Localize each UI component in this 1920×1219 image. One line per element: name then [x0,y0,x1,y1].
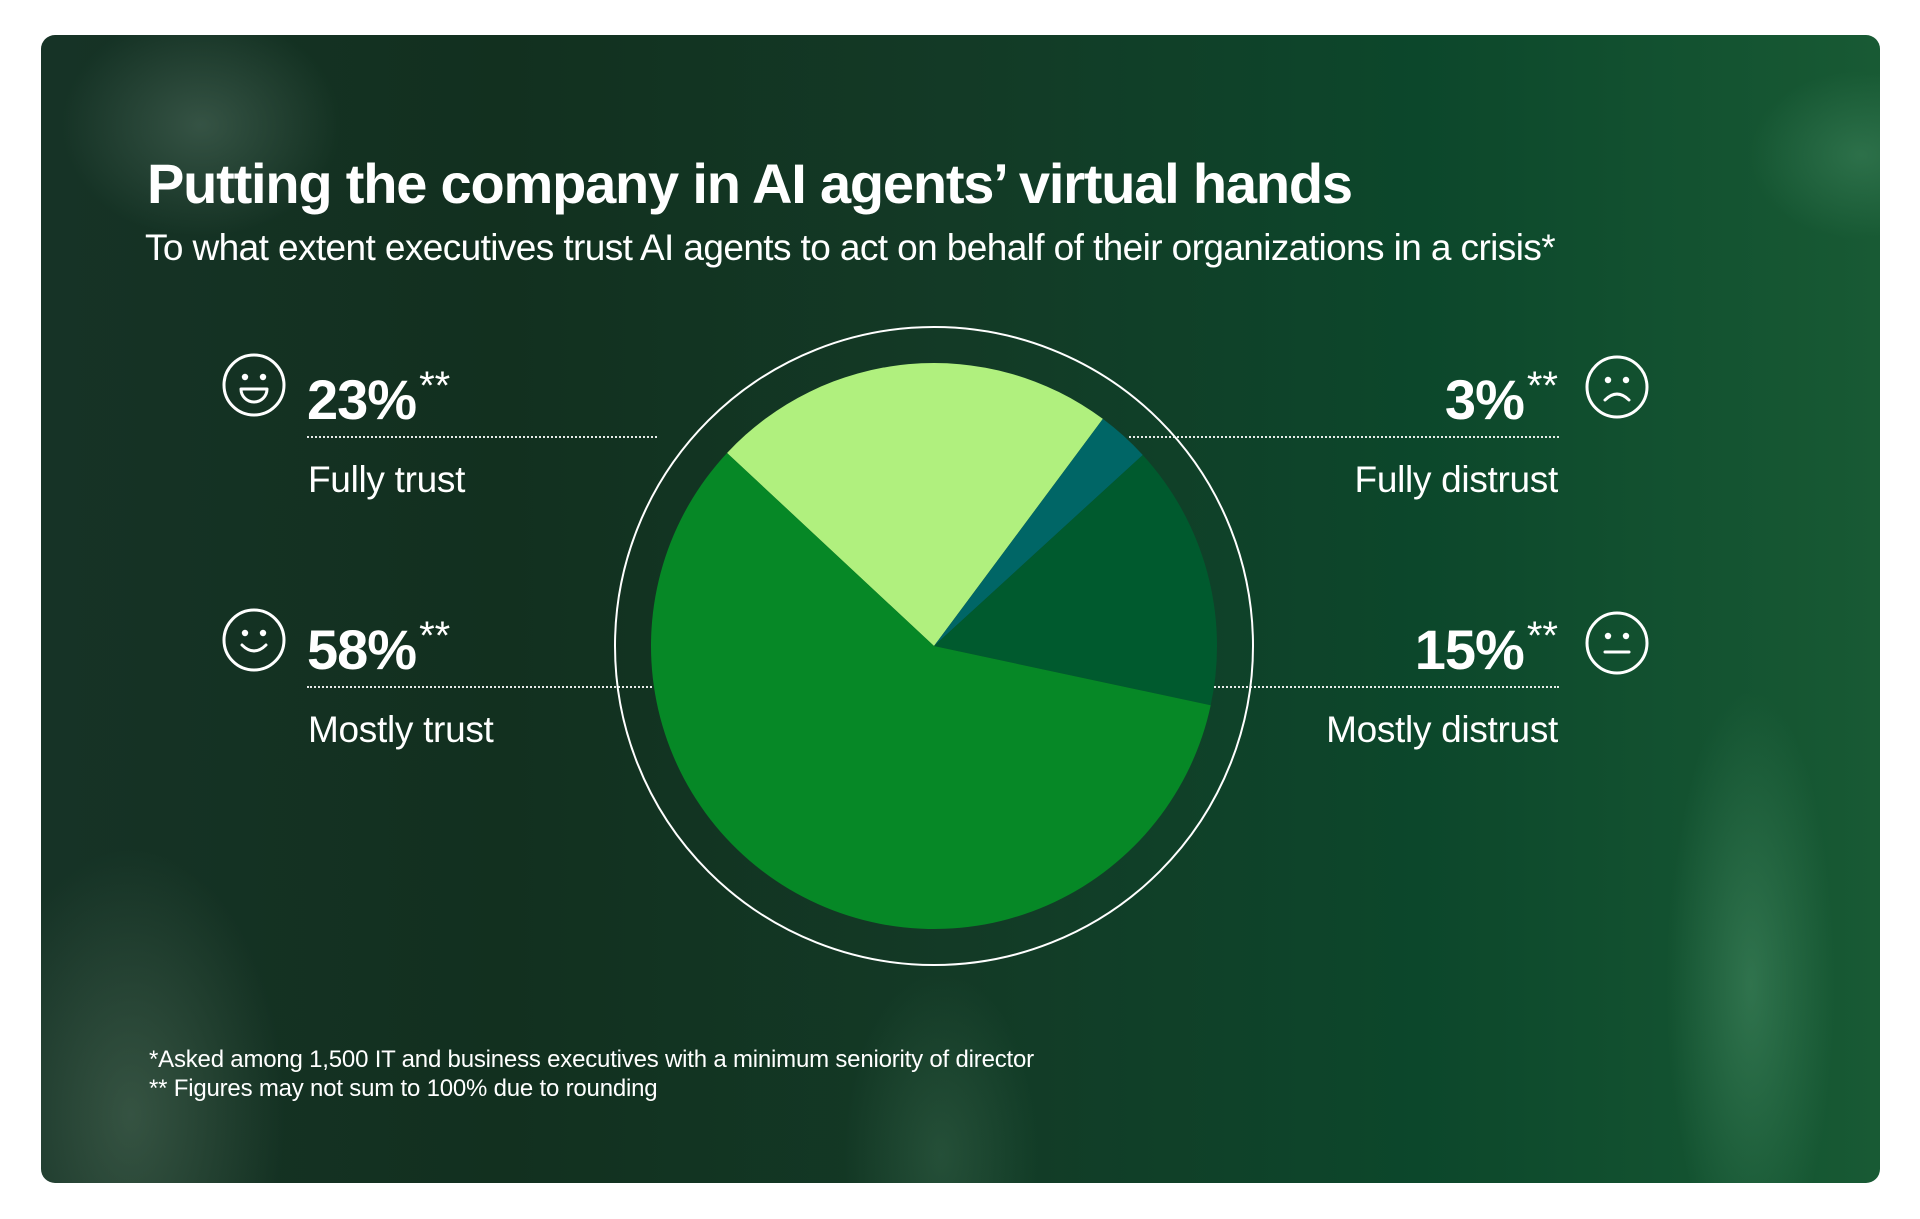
leader-line-mostly-trust [307,686,652,688]
pie-chart [614,326,1254,966]
pie-outer-ring [614,326,1254,966]
infographic-card: Putting the company in AI agents’ virtua… [41,35,1880,1183]
stat-label: Fully trust [308,459,466,500]
stat-label: Mostly trust [308,709,494,750]
neutral-face-icon [1585,611,1649,675]
leader-line-fully-distrust [1129,436,1559,438]
pie-slice-fully-distrust [934,418,1143,646]
pie-slice-mostly-distrust [934,454,1217,706]
footnote-rounding: ** Figures may not sum to 100% due to ro… [149,1075,658,1102]
footnote-survey-base: *Asked among 1,500 IT and business execu… [149,1046,1034,1073]
stat-footnote-marker: ** [419,364,451,408]
pie-slice-mostly-trust [650,452,1211,930]
stat-label-fully-trust: Fully trust [308,461,465,498]
leader-line-fully-trust [307,436,657,438]
stat-label-mostly-trust: Mostly trust [308,711,494,748]
stat-mostly-trust: 58%** [307,614,450,678]
stat-label-fully-distrust: Fully distrust [1354,459,1559,500]
stat-value: 3% [1444,368,1525,431]
frowning-face-icon [1585,355,1649,419]
stat-label: Fully distrust [1354,459,1559,500]
stat-mostly-distrust: 15%** [1415,614,1558,678]
stat-label: Mostly distrust [1326,709,1558,750]
chart-subtitle: To what extent executives trust AI agent… [145,227,1556,268]
chart-title: Putting the company in AI agents’ virtua… [147,152,1353,215]
stat-value: 58% [307,618,417,681]
pie-slices [650,362,1217,930]
stat-fully-distrust: 3%** [1445,364,1558,428]
grinning-face-icon [222,353,286,417]
stat-label-mostly-distrust: Mostly distrust [1326,711,1558,748]
stat-footnote-marker: ** [419,614,451,658]
stat-value: 23% [307,368,417,431]
pie-slice-fully-trust [727,362,1103,646]
smiling-face-icon [222,608,286,672]
stat-footnote-marker: ** [1526,364,1558,408]
leader-line-mostly-distrust [1211,686,1559,688]
stat-footnote-marker: ** [1526,614,1558,658]
stat-value: 15% [1414,618,1525,681]
stat-fully-trust: 23%** [307,364,450,428]
